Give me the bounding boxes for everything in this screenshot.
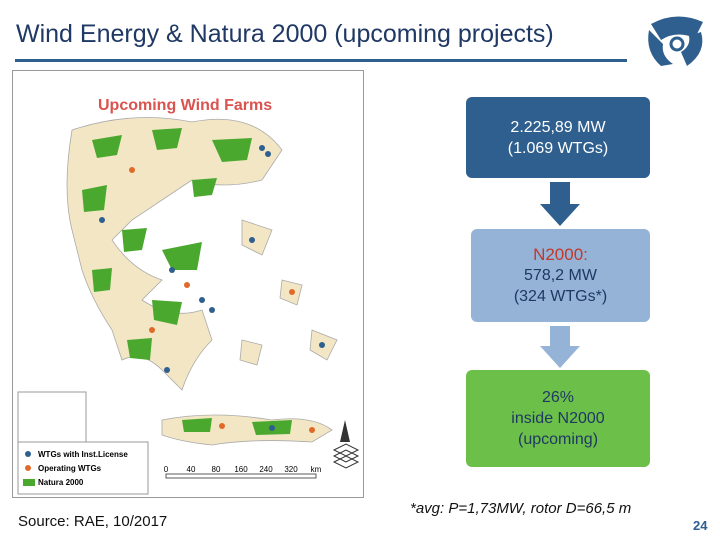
scale-label: km [311, 465, 322, 474]
scale-bar: 0 40 80 160 240 320 km [164, 465, 322, 479]
box-line: N2000: [533, 245, 588, 264]
footnote: *avg: P=1,73MW, rotor D=66,5 m [410, 500, 632, 517]
logo [648, 16, 703, 66]
scale-label: 320 [284, 465, 298, 474]
legend-swatch [25, 451, 31, 457]
box-line: (1.069 WTGs) [507, 139, 609, 157]
arrow-down [540, 326, 580, 368]
box-line: 578,2 MW [524, 267, 597, 284]
legend-swatch [23, 479, 35, 486]
stat-box: 2.225,89 MW (1.069 WTGs) [466, 97, 650, 178]
legend-label: Natura 2000 [38, 478, 84, 487]
scale-label: 80 [212, 465, 221, 474]
north-arrow [332, 420, 360, 469]
box-line: inside N2000 [511, 410, 605, 427]
stat-box: N2000: 578,2 MW (324 WTGs*) [471, 229, 650, 322]
inset-frame [17, 391, 87, 443]
scale-label: 160 [234, 465, 248, 474]
legend-label: Operating WTGs [38, 464, 102, 473]
wtg-dots [99, 145, 325, 433]
source: Source: RAE, 10/2017 [18, 513, 168, 530]
stat-box: 26% inside N2000 (upcoming) [466, 370, 650, 467]
title-rule [15, 59, 627, 62]
scale-label: 240 [259, 465, 273, 474]
map-title: Upcoming Wind Farms [98, 97, 272, 114]
slide-title: Wind Energy & Natura 2000 (upcoming proj… [16, 20, 554, 48]
map: Upcoming Wind Farms [12, 70, 364, 498]
box-line: 26% [541, 389, 575, 406]
page-number: 24 [693, 518, 708, 533]
scale-label: 0 [164, 465, 169, 474]
legend-frame [17, 441, 149, 495]
arrow-down [540, 182, 580, 226]
natura-areas [82, 128, 292, 435]
box-line: (324 WTGs*) [513, 288, 608, 305]
box-line: (upcoming) [517, 431, 599, 448]
scale-label: 40 [187, 465, 196, 474]
legend-swatch [25, 465, 31, 471]
legend-label: WTGs with Inst.License [38, 450, 128, 459]
box-line: 2.225,89 MW [510, 118, 606, 136]
